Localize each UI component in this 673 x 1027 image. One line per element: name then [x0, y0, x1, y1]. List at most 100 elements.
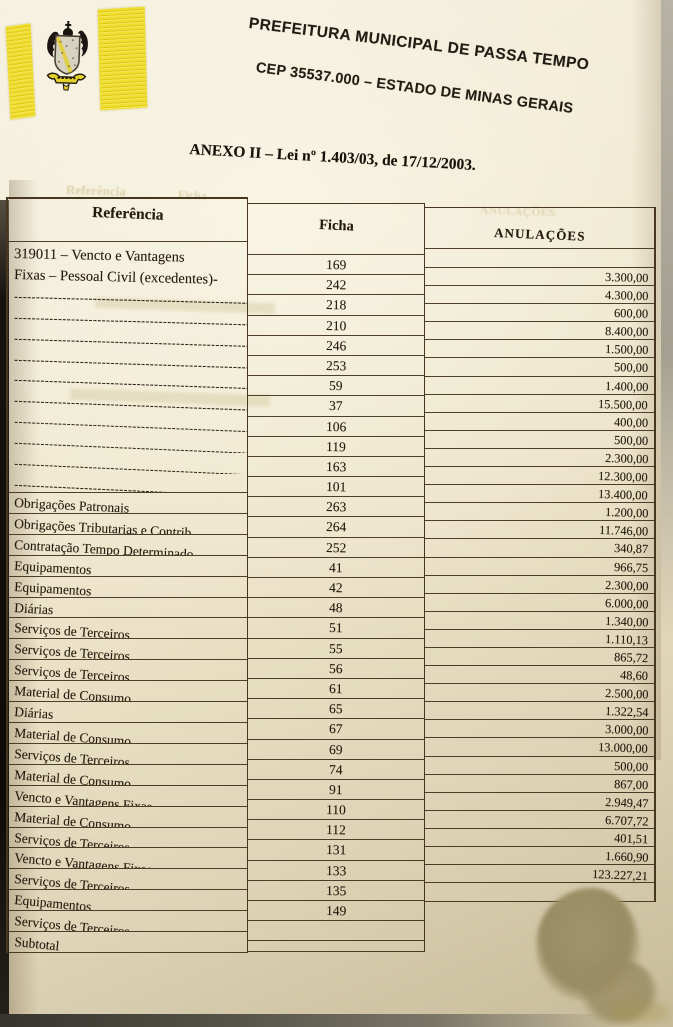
ficha-cell: 74 [248, 760, 424, 780]
cell-text: 1.500,00 [604, 342, 649, 358]
cell-text: 600,00 [613, 306, 649, 321]
letterhead-subtitle: CEP 35537.000 – ESTADO DE MINAS GERAIS [254, 60, 575, 118]
cell-text: 65 [329, 701, 343, 717]
cell-text: Equipamentos [13, 892, 93, 912]
cell-text: 133 [325, 862, 347, 878]
ficha-cell: 65 [248, 699, 424, 720]
column-header-ficha: Ficha [248, 204, 424, 255]
anulacao-cell: 13.400,00 [425, 485, 654, 504]
ficha-cell: 135 [248, 881, 424, 901]
ficha-cell: 55 [248, 639, 424, 659]
referencia-cell: Vencto e Vantagens Fixas [8, 848, 247, 870]
anulacao-cell: 1.110,13 [425, 630, 654, 648]
cell-text: 69 [329, 741, 343, 757]
page-edge-bottom [0, 1014, 673, 1027]
cell-text: Serviços de Terceiros [13, 829, 131, 849]
cell-text: 149 [325, 903, 347, 919]
page-curve-shadow-left [9, 180, 39, 1027]
referencia-cell: Diárias [8, 598, 247, 619]
cell-text: Obrigações Tributarias e Contrib. [13, 515, 196, 535]
referencia-cell: Material de Consumo [8, 723, 247, 744]
referencia-cell: Equipamentos [8, 577, 247, 598]
cell-text: 48,60 [619, 668, 649, 684]
anexo-title: ANEXO II – Lei nº 1.403/03, de 17/12/200… [189, 141, 477, 174]
referencia-dashed-line: ----------------------------------------… [14, 307, 247, 328]
ficha-cell: 110 [248, 800, 424, 821]
cell-text: 15.500,00 [598, 396, 649, 412]
ficha-cell: 61 [248, 679, 424, 700]
cell-text: ----------------------------------------… [14, 458, 247, 474]
ficha-cell: 252 [248, 538, 424, 558]
thumb-smudge [580, 960, 658, 1026]
referencia-cell: Serviços de Terceiros [8, 660, 247, 682]
cell-text: 242 [325, 277, 347, 293]
referencia-label-line: Fixas – Pessoal Civil (excedentes)- [14, 265, 247, 286]
cell-text: 135 [325, 882, 347, 899]
anulacao-empty-cell [425, 249, 654, 268]
cell-text: 1.200,00 [604, 505, 649, 521]
column-header-anulacoes-label: ANULAÇÕES [493, 225, 586, 244]
column-header-anulacoes: ANULAÇÕES [425, 208, 654, 249]
referencia-cell: Diárias [8, 702, 247, 723]
anulacao-cell: 600,00 [425, 304, 654, 323]
cell-text: 56 [329, 660, 343, 676]
cell-text: ----------------------------------------… [14, 311, 247, 328]
cell-text: ----------------------------------------… [14, 374, 247, 391]
anulacao-cell: 1.322,54 [425, 702, 654, 721]
cell-text: Diárias [13, 704, 54, 722]
anulacao-cell: 1.400,00 [425, 377, 654, 395]
referencia-dashed-line: ----------------------------------------… [14, 453, 247, 474]
referencia-cell: Obrigações Patronais [8, 493, 247, 514]
referencia-cell: Serviços de Terceiros [8, 744, 247, 765]
cell-text: 91 [329, 781, 343, 798]
ficha-cell: 91 [248, 780, 424, 801]
cell-text: Serviços de Terceiros [13, 745, 131, 765]
referencia-cell: Material de Consumo [8, 681, 247, 703]
referencia-cell: Material de Consumo [8, 807, 247, 828]
cell-text: 51 [329, 620, 343, 636]
cell-text: 67 [329, 721, 343, 737]
page-stain [610, 1000, 670, 1024]
cell-text: 48 [329, 600, 343, 616]
ficha-cell: 51 [248, 618, 424, 639]
ficha-cell: 264 [248, 517, 424, 538]
ficha-cell: 69 [248, 740, 424, 760]
anulacao-cell: 12.300,00 [425, 467, 654, 486]
cell-text: 123.227,21 [592, 867, 649, 884]
cell-text: Serviços de Terceiros [13, 620, 131, 640]
cell-text: 119 [326, 438, 347, 454]
cell-text: 13.400,00 [598, 487, 649, 503]
cell-text: 131 [325, 842, 347, 858]
cell-text: 401,51 [613, 830, 649, 847]
anulacao-cell: 1.660,90 [425, 847, 654, 866]
cell-text: 210 [325, 317, 347, 333]
cell-text: 400,00 [613, 414, 649, 430]
cell-text: 264 [325, 519, 347, 535]
anulacao-cell: 11.746,00 [425, 521, 654, 540]
cell-text: 55 [329, 640, 343, 656]
ficha-cell: 67 [248, 719, 424, 740]
page-edge-right [661, 0, 673, 640]
cell-text: 966,75 [613, 559, 649, 575]
cell-text: Diárias [13, 599, 54, 617]
flag-bar-left [5, 23, 36, 120]
cell-text: ----------------------------------------… [14, 478, 247, 493]
cell-text: 3.000,00 [604, 722, 649, 738]
cell-text: Material de Consumo [13, 766, 132, 786]
ficha-cell: 101 [248, 477, 424, 498]
cell-text: 2.500,00 [604, 686, 649, 702]
cell-text: Material de Consumo [13, 725, 132, 744]
cell-text: 319011 – Vencto e Vantagens [14, 246, 185, 265]
anulacao-cell: 4.300,00 [425, 286, 654, 305]
anulacao-cell: 966,75 [425, 558, 654, 576]
cell-text: Obrigações Patronais [13, 495, 130, 514]
cell-text: 112 [326, 822, 347, 838]
referencia-dashed-line: ----------------------------------------… [14, 411, 247, 432]
anulacao-cell: 2.300,00 [425, 449, 654, 468]
anulacao-cell: 1.340,00 [425, 612, 654, 630]
referencia-cell: Serviços de Terceiros [8, 618, 247, 640]
anulacao-cell: 8.400,00 [425, 322, 654, 341]
cell-text: 6.707,72 [604, 812, 649, 829]
anulacao-cell: 2.300,00 [425, 576, 654, 594]
cell-text: 74 [329, 761, 343, 777]
